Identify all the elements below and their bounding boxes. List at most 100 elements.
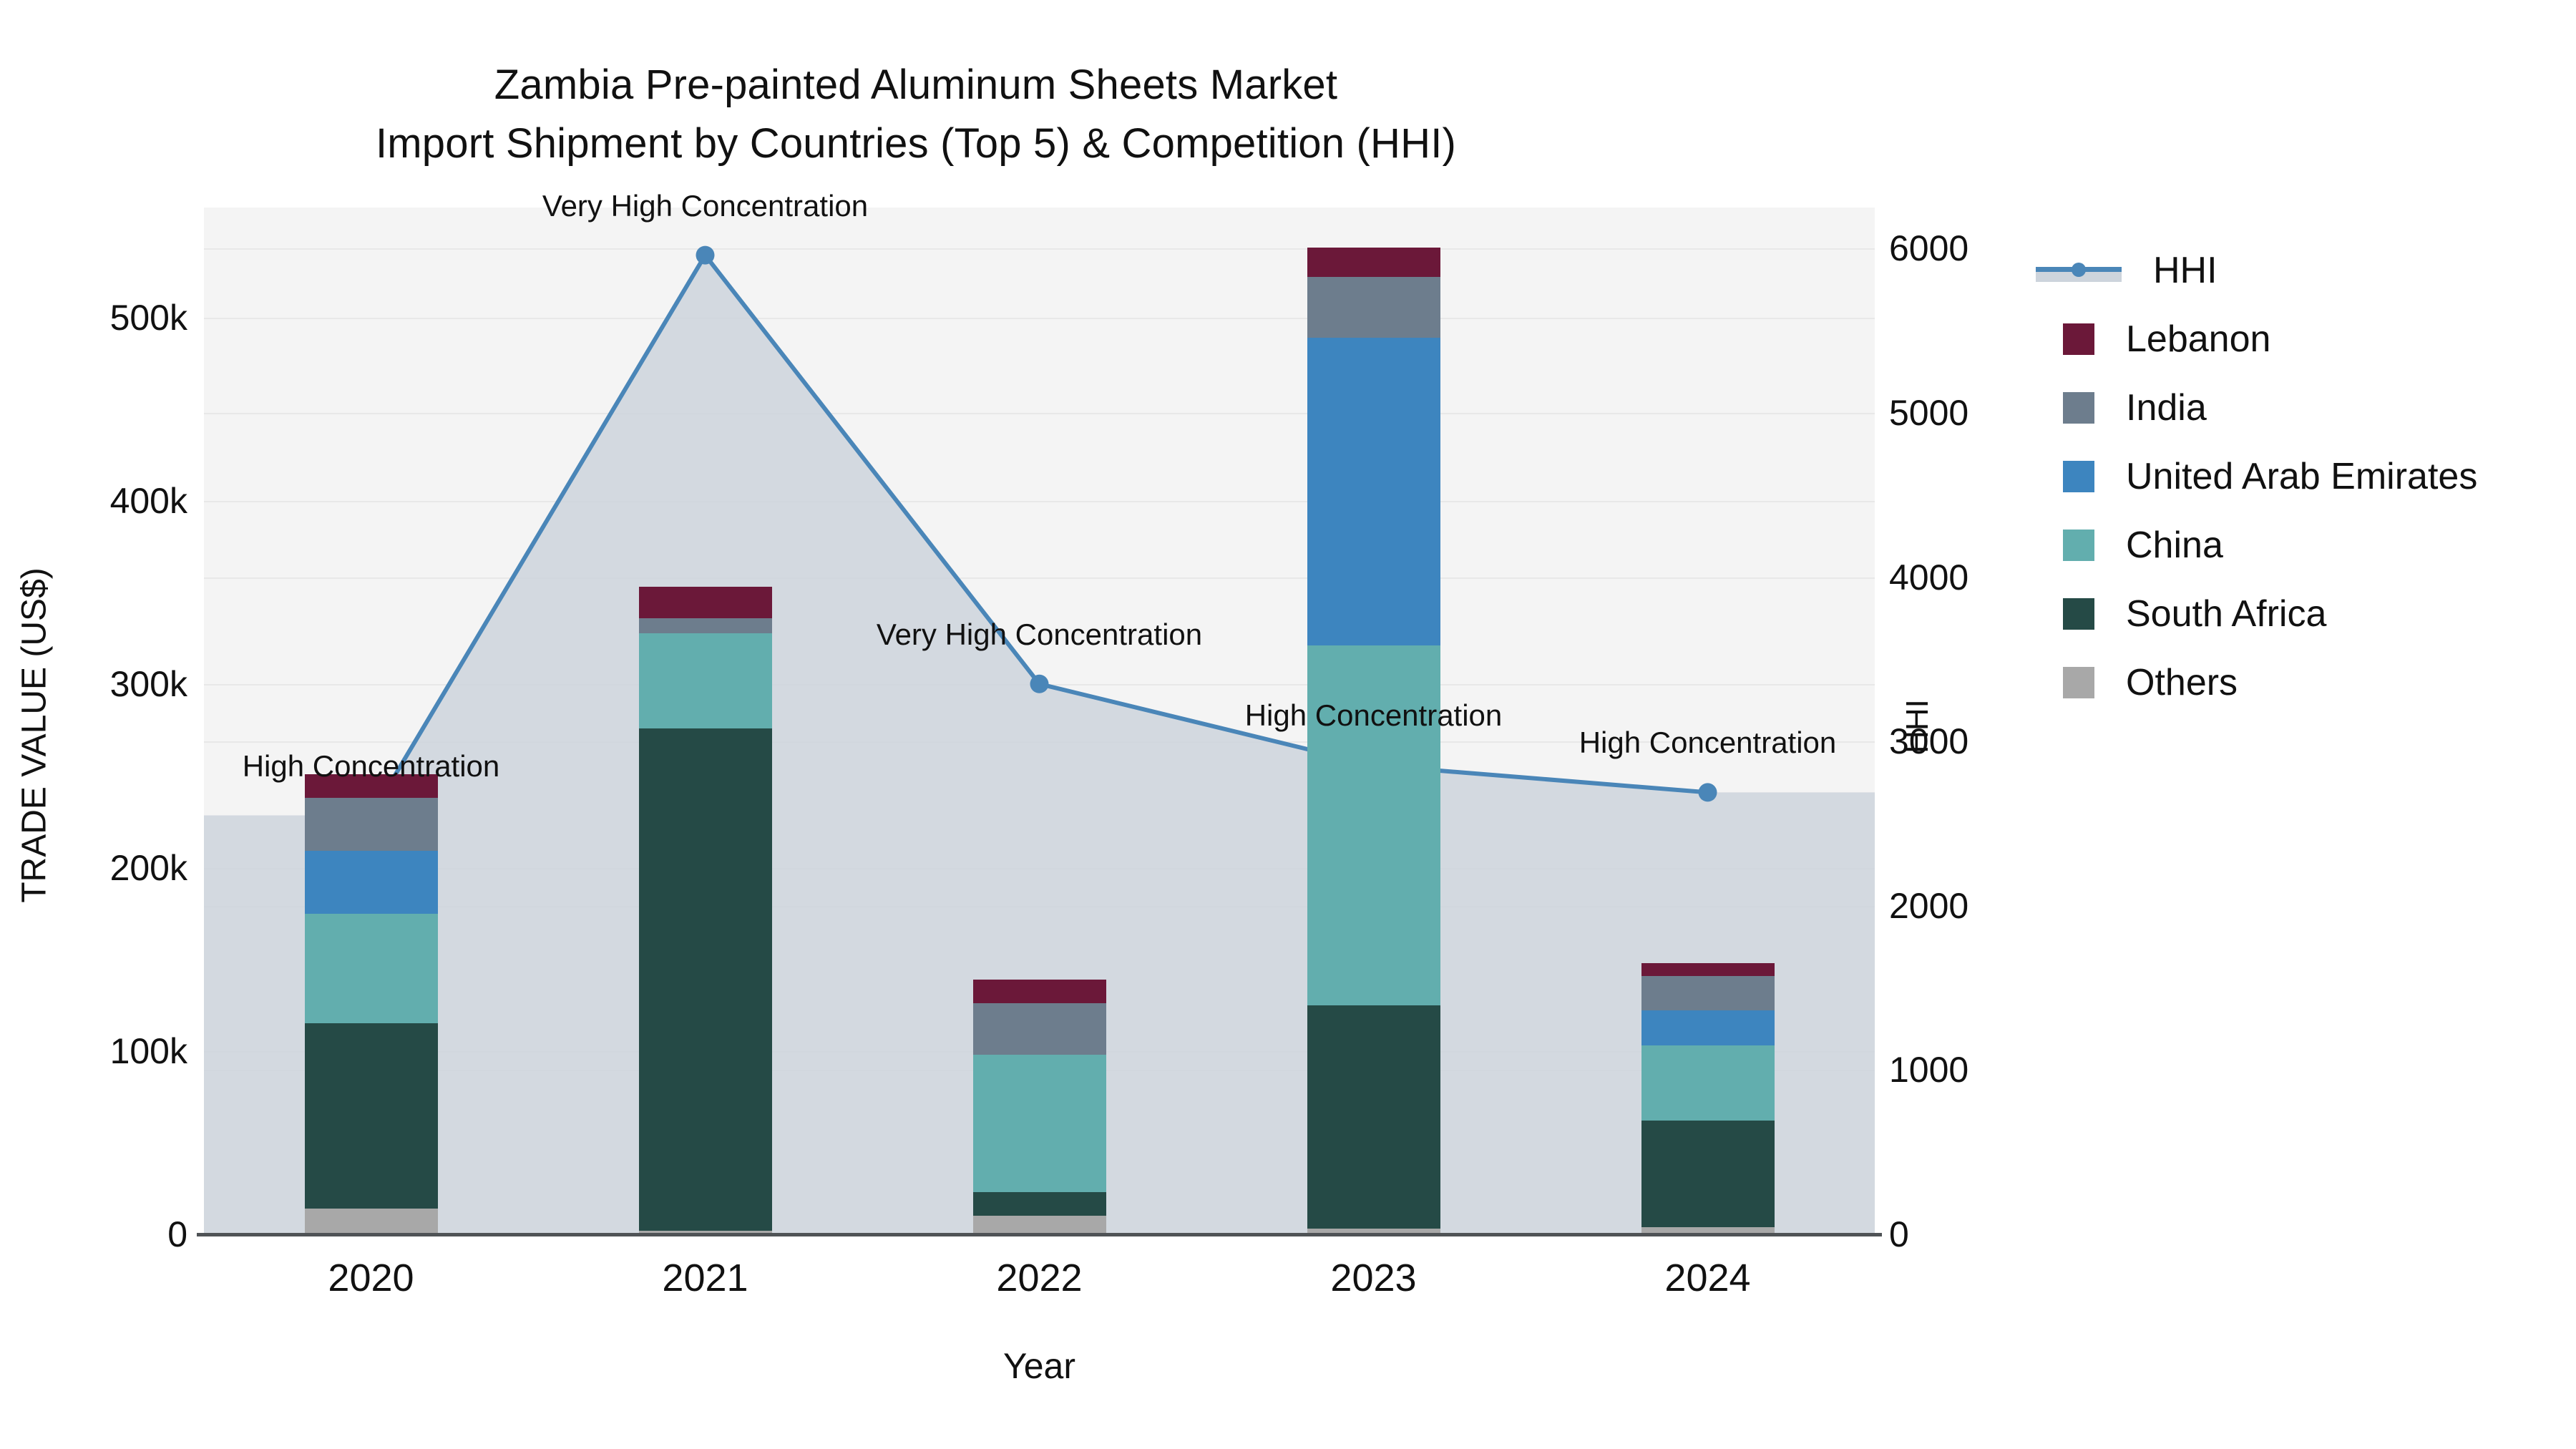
legend-line-marker-icon [2036, 255, 2122, 286]
legend-item-india[interactable]: India [2036, 374, 2565, 442]
annotation-2022: Very High Concentration [876, 617, 1203, 651]
bar-segment[interactable] [1307, 1005, 1440, 1229]
y-axis-left-label: TRADE VALUE (US$) [15, 567, 54, 903]
legend-item-others[interactable]: Others [2036, 648, 2565, 717]
bar-segment[interactable] [638, 1230, 772, 1234]
legend-label: China [2126, 525, 2223, 566]
bar-segment[interactable] [304, 798, 438, 852]
bar-segment[interactable] [304, 913, 438, 1024]
legend-label: South Africa [2126, 593, 2327, 635]
y-tick-left-0: 0 [167, 1214, 187, 1254]
y-tick-left-200k: 200k [109, 847, 187, 888]
bar-segment[interactable] [972, 1003, 1106, 1055]
hhi-marker[interactable] [1698, 783, 1717, 802]
hhi-marker[interactable] [696, 245, 715, 265]
bar-segment[interactable] [1641, 962, 1775, 976]
legend-color-swatch [2063, 392, 2094, 424]
y-tick-right-0: 0 [1889, 1214, 1909, 1254]
bar-segment[interactable] [304, 774, 438, 799]
legend: HHI Lebanon India United Arab Emirates China… [2036, 236, 2565, 717]
y-tick-right-2000: 2000 [1889, 885, 1969, 926]
legend-color-swatch [2063, 598, 2094, 630]
legend-label: HHI [2153, 250, 2218, 291]
bar-segment[interactable] [1641, 1045, 1775, 1121]
x-tick-2022: 2022 [996, 1257, 1083, 1299]
bar-segment[interactable] [304, 851, 438, 914]
hhi-marker[interactable] [1030, 674, 1049, 693]
annotation-2024: High Concentration [1579, 726, 1837, 760]
y-axis-right-label: HHI [1900, 699, 1935, 753]
legend-color-swatch [2063, 667, 2094, 698]
x-axis-line [197, 1233, 1882, 1236]
bar-segment[interactable] [1307, 277, 1440, 338]
legend-item-hhi[interactable]: HHI [2036, 236, 2565, 305]
y-tick-left-400k: 400k [109, 481, 187, 521]
plot-area [204, 208, 1875, 1234]
legend-label: Others [2126, 662, 2238, 703]
y-tick-right-4000: 4000 [1889, 557, 1969, 597]
bar-segment[interactable] [638, 728, 772, 1231]
legend-label: United Arab Emirates [2126, 456, 2478, 497]
bar-segment[interactable] [638, 633, 772, 728]
bar-segment[interactable] [972, 979, 1106, 1004]
y-axis-right-ticks: 0 1000 2000 3000 4000 5000 6000 [1889, 0, 2104, 1449]
y-axis-left-ticks: 0 100k 200k 300k 400k 500k [0, 0, 187, 1449]
chart-title: Zambia Pre-painted Aluminum Sheets Marke… [0, 56, 1832, 174]
legend-item-south-africa[interactable]: South Africa [2036, 580, 2565, 648]
bar-group-2021[interactable] [638, 208, 772, 1234]
gridline-hhi [204, 413, 1875, 414]
plot-inner [204, 208, 1875, 1234]
annotation-2021: Very High Concentration [542, 188, 869, 223]
bar-segment[interactable] [1307, 1229, 1440, 1234]
bar-segment[interactable] [1307, 645, 1440, 1005]
bar-segment[interactable] [1641, 1121, 1775, 1227]
legend-item-lebanon[interactable]: Lebanon [2036, 305, 2565, 374]
bar-group-2020[interactable] [304, 208, 438, 1234]
bar-segment[interactable] [972, 1216, 1106, 1234]
bar-group-2024[interactable] [1641, 208, 1775, 1234]
legend-color-swatch [2063, 530, 2094, 561]
bar-segment[interactable] [1307, 337, 1440, 646]
legend-label: India [2126, 387, 2207, 429]
bar-segment[interactable] [638, 587, 772, 618]
x-tick-2023: 2023 [1330, 1257, 1417, 1299]
legend-color-swatch [2063, 323, 2094, 355]
x-tick-2020: 2020 [328, 1257, 414, 1299]
legend-item-united-arab-emirates[interactable]: United Arab Emirates [2036, 442, 2565, 511]
annotation-2023: High Concentration [1244, 698, 1503, 733]
bar-segment[interactable] [1641, 1226, 1775, 1234]
bar-segment[interactable] [304, 1023, 438, 1209]
bar-group-2023[interactable] [1307, 208, 1440, 1234]
annotation-2020: High Concentration [242, 748, 500, 783]
bar-segment[interactable] [304, 1209, 438, 1234]
legend-color-swatch [2063, 461, 2094, 492]
gridline-hhi [204, 577, 1875, 579]
y-tick-right-3000: 3000 [1889, 721, 1969, 762]
chart-title-line-2: Import Shipment by Countries (Top 5) & C… [375, 120, 1457, 167]
legend-point-marker-icon [2072, 263, 2086, 277]
bar-segment[interactable] [1641, 1010, 1775, 1046]
bar-group-2022[interactable] [972, 208, 1106, 1234]
x-tick-2021: 2021 [662, 1257, 748, 1299]
gridline-trade-value [204, 501, 1875, 502]
y-tick-right-1000: 1000 [1889, 1050, 1969, 1091]
bar-segment[interactable] [972, 1054, 1106, 1193]
legend-item-china[interactable]: China [2036, 511, 2565, 580]
bar-segment[interactable] [972, 1192, 1106, 1216]
gridline-trade-value [204, 317, 1875, 319]
y-tick-left-300k: 300k [109, 664, 187, 705]
bar-segment[interactable] [1641, 975, 1775, 1011]
gridline-hhi [204, 248, 1875, 250]
y-tick-right-5000: 5000 [1889, 393, 1969, 433]
x-axis-label: Year [1002, 1346, 1076, 1386]
y-tick-left-500k: 500k [109, 297, 187, 338]
bar-segment[interactable] [1307, 248, 1440, 278]
hhi-area-fill [204, 255, 1875, 1234]
x-tick-2024: 2024 [1664, 1257, 1751, 1299]
y-tick-right-6000: 6000 [1889, 228, 1969, 269]
bar-segment[interactable] [638, 618, 772, 633]
legend-label: Lebanon [2126, 318, 2271, 360]
chart-title-line-1: Zambia Pre-painted Aluminum Sheets Marke… [494, 62, 1338, 108]
y-tick-left-100k: 100k [109, 1030, 187, 1071]
